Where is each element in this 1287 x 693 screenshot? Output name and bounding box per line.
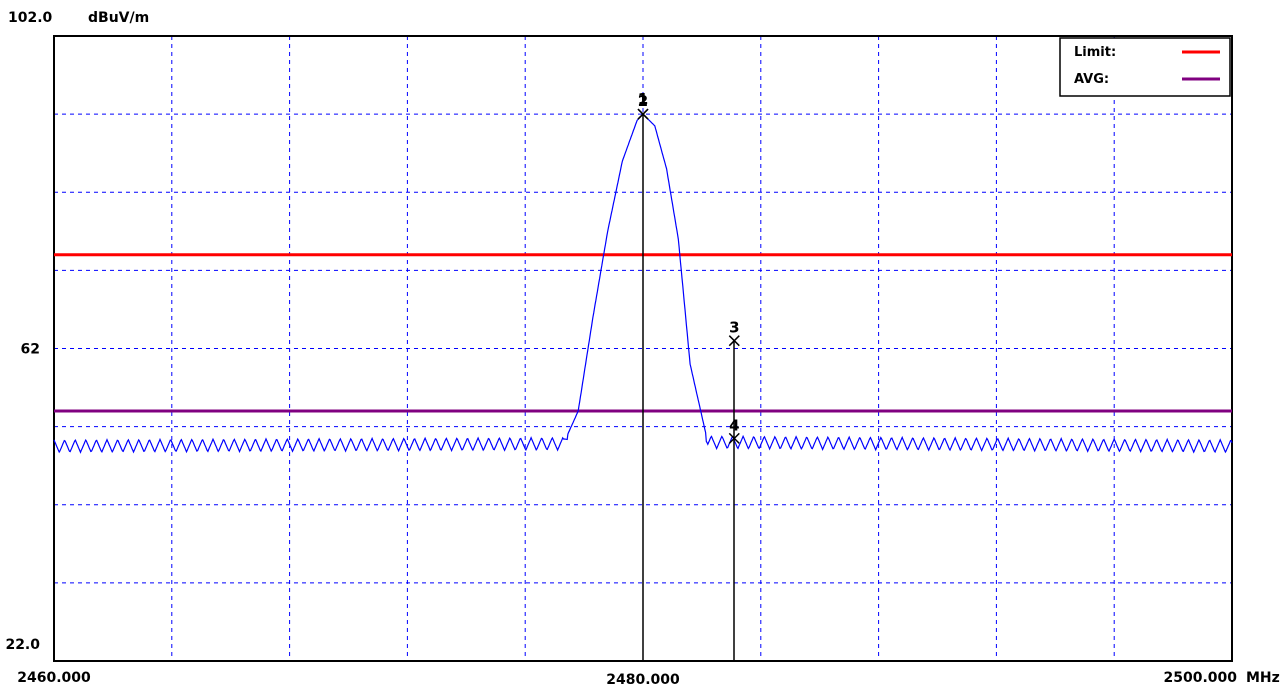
marker-3-label: 3 <box>729 319 739 337</box>
y-tick-label: 102.0 <box>8 10 53 26</box>
y-tick-label: 62 <box>21 342 40 358</box>
x-axis-unit: MHz <box>1246 670 1280 686</box>
legend-label-0: Limit: <box>1074 45 1116 60</box>
y-axis-unit: dBuV/m <box>88 10 149 26</box>
legend-label-1: AVG: <box>1074 72 1109 87</box>
x-tick-label: 2460.000 <box>17 670 91 686</box>
marker-1-label: 1 <box>638 90 648 108</box>
axis-labels: dBuV/m MHz 102.0 62 22.0 2460.000 2480.000 25… <box>5 10 1279 688</box>
markers: 1234 <box>637 90 740 661</box>
marker-2-label: 2 <box>638 92 648 110</box>
legend-box <box>1059 37 1231 97</box>
legend: Limit: AVG: <box>1059 37 1231 97</box>
y-tick-label: 22.0 <box>5 637 40 653</box>
x-tick-label: 2500.000 <box>1163 670 1237 686</box>
x-tick-label: 2480.000 <box>606 672 680 688</box>
